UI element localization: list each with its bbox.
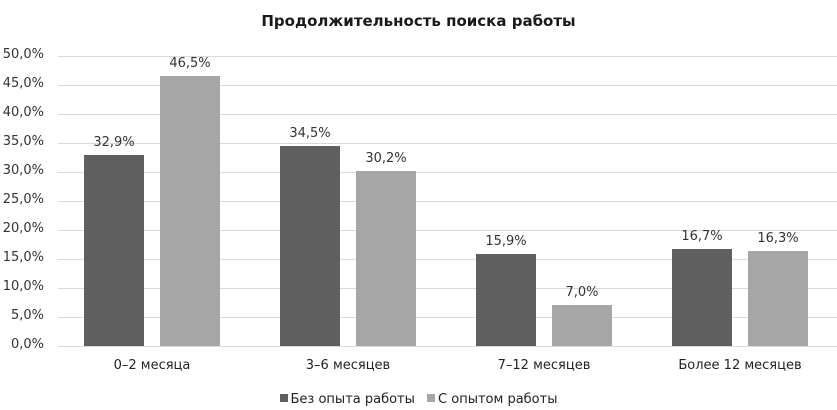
legend-label: Без опыта работы [290, 392, 415, 407]
gridline [58, 259, 837, 260]
y-tick-label: 25,0% [2, 192, 44, 207]
y-tick-label: 10,0% [2, 279, 44, 294]
data-label: 15,9% [485, 233, 527, 249]
gridline [58, 201, 837, 202]
bar [160, 76, 220, 346]
y-tick-label: 50,0% [2, 47, 44, 62]
x-tick-label: 7–12 месяцев [497, 358, 591, 373]
legend-swatch-icon [427, 394, 436, 402]
bar [672, 249, 732, 346]
data-label: 32,9% [93, 135, 135, 151]
data-label: 46,5% [169, 56, 211, 72]
gridline [58, 143, 837, 144]
data-label: 16,7% [681, 229, 723, 245]
legend-item-with-experience: С опытом работы [427, 392, 557, 407]
bar [748, 251, 808, 346]
x-tick-label: 0–2 месяца [113, 358, 191, 373]
bar [552, 305, 612, 346]
x-tick-label: 3–6 месяцев [305, 358, 391, 373]
gridline [58, 230, 837, 231]
data-label: 7,0% [565, 285, 599, 301]
data-label: 30,2% [365, 150, 407, 166]
gridline [58, 317, 837, 318]
bar [280, 145, 340, 346]
legend-label: С опытом работы [438, 392, 558, 407]
data-label: 16,3% [757, 231, 799, 247]
gridline [58, 114, 837, 115]
gridline [58, 85, 837, 86]
y-tick-label: 0,0% [10, 337, 44, 352]
y-tick-label: 40,0% [2, 105, 44, 120]
bar [84, 155, 144, 346]
plot-area: 32,9% 46,5% 34,5% 30,2% 15,9% 7,0% 16,7% 16,3% [58, 56, 837, 347]
gridline [58, 172, 837, 173]
y-tick-label: 20,0% [2, 221, 44, 236]
data-label: 34,5% [289, 125, 331, 141]
y-tick-label: 45,0% [2, 76, 44, 91]
gridline [58, 288, 837, 289]
legend-item-no-experience: Без опыта работы [279, 392, 415, 407]
legend-swatch-icon [279, 394, 288, 402]
bar [356, 170, 416, 346]
y-tick-label: 35,0% [2, 134, 44, 149]
bar [476, 253, 536, 346]
gridline [58, 56, 837, 57]
y-tick-label: 15,0% [2, 250, 44, 265]
y-tick-label: 30,0% [2, 163, 44, 178]
x-tick-label: Более 12 месяцев [678, 358, 802, 373]
gridline [58, 346, 837, 347]
legend: Без опыта работы С опытом работы [0, 392, 837, 407]
y-tick-label: 5,0% [10, 308, 44, 323]
chart-title: Продолжительность поиска работы [261, 12, 576, 30]
